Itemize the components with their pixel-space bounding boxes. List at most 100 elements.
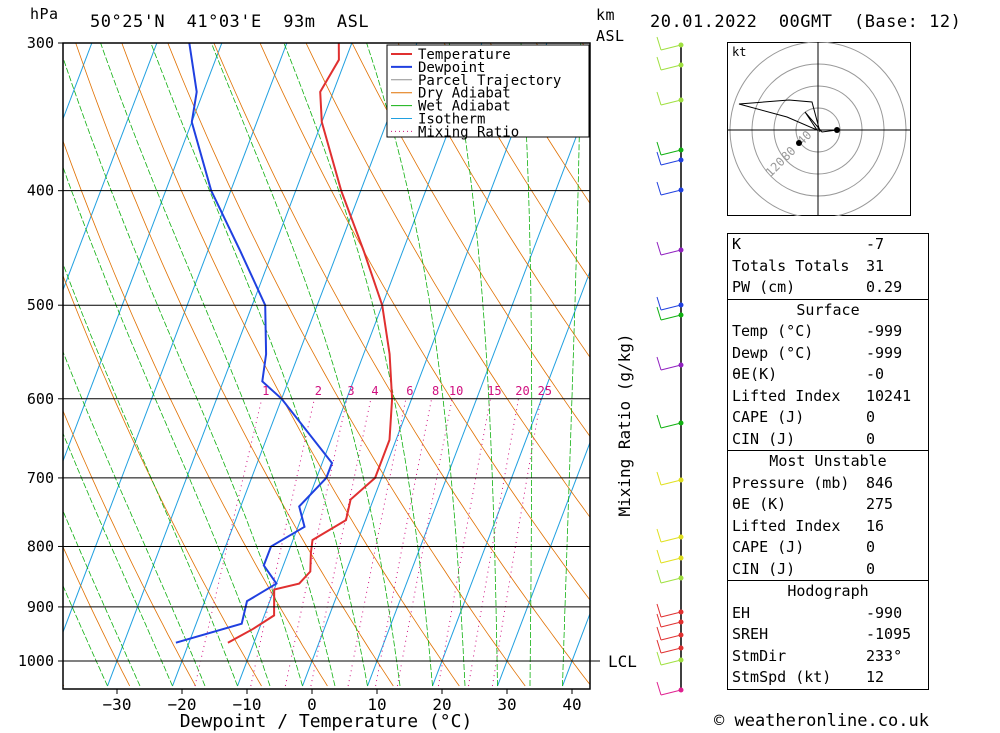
wind-barb [660,99,682,106]
wind-barb-flag [656,626,662,641]
plot-frame [62,42,591,690]
isotherm-line [107,43,353,687]
surface-row: CIN (J) 0 [728,429,928,451]
temperature-tick-label: 30 [497,695,516,714]
mixing-ratio-axis-label: Mixing Ratio (g/kg) [615,333,634,516]
mixing-ratio-label: 6 [406,384,413,398]
temperature-profile [227,43,394,644]
surface-label: CIN (J) [732,429,796,448]
wind-barb [660,189,682,196]
temperature-tick-label: −30 [103,695,132,714]
wind-barb-flag [656,681,662,696]
wet-adiabat-line [100,43,336,687]
dry-adiabat-line [351,43,590,438]
most-unstable-label: CIN (J) [732,559,796,578]
hodograph-storm-motion [796,140,802,146]
pressure-tick-label: 1000 [18,652,54,670]
wind-barb-flag [656,651,662,666]
hodograph-label: SREH [732,625,769,643]
index-table: K -7 Totals Totals 31 PW (cm) 0.29 Surface Te… [727,233,929,690]
x-axis-label: Dewpoint / Temperature (°C) [180,711,473,732]
surface-row: Lifted Index 10241 [728,386,928,408]
most-unstable-value: 846 [866,473,894,492]
surface-label: CAPE (J) [732,408,805,426]
wind-barb-flag [656,306,662,321]
most-unstable-label: Pressure (mb) [732,473,850,492]
surface-value: 10241 [866,386,912,405]
index-label: K [732,235,742,253]
wind-barb [660,647,682,654]
wind-barb-flag [656,141,662,156]
wet-adiabat-line [283,43,433,687]
surface-row: Temp (°C) -999 [728,321,928,343]
mixing-ratio-label: 8 [432,384,439,398]
wind-barb-flag [656,36,662,51]
pressure-tick-label: 700 [27,469,54,487]
most-unstable-value: 0 [866,538,876,556]
dry-adiabat-line [443,43,590,281]
wet-adiabat-line [63,166,271,687]
hodograph-value: -1095 [866,625,912,643]
wind-barb [660,44,682,51]
dry-adiabat-line [63,545,131,687]
index-row: PW (cm) 0.29 [728,277,928,299]
isotherm-line [63,43,158,292]
hodograph-label: EH [732,603,751,622]
datetime-title: 20.01.2022 00GMT (Base: 12) [650,12,962,32]
wind-barb [660,159,682,166]
wind-barb-flag [656,296,662,311]
index-value: -7 [866,235,885,253]
most-unstable-label: CAPE (J) [732,538,805,556]
surface-value: -0 [866,365,885,383]
legend-label: Temperature [418,47,511,63]
most-unstable-value: 16 [866,516,885,535]
legend-label: Parcel Trajectory [418,73,561,89]
most-unstable-row: CIN (J) 0 [728,559,928,581]
wet-adiabat-line [211,43,401,687]
wind-barb-flag [656,56,662,71]
legend-label: Dry Adiabat [418,86,511,102]
hodograph-label: StmSpd (kt) [732,668,832,686]
wind-barb-flag [656,603,662,618]
mixing-ratio-line [491,398,542,687]
wind-barb [660,364,682,371]
wet-adiabat-line [63,584,108,687]
surface-row: CAPE (J) 0 [728,407,928,429]
most-unstable-label: θE (K) [732,495,787,513]
dry-adiabat-line [982,26,1000,686]
surface-row: θE(K) -0 [728,364,928,386]
dry-adiabat-line [305,43,590,518]
dry-adiabat-line [397,43,590,358]
surface-label: θE(K) [732,365,778,383]
surface-label: Lifted Index [732,386,841,405]
wind-barb [660,659,682,666]
mixing-ratio-label: 10 [449,384,463,398]
surface-row: Dewp (°C) -999 [728,343,928,365]
surface-value: 0 [866,408,876,426]
wind-barb [660,479,682,486]
mixing-ratio-label: 4 [371,384,378,398]
hodograph-unit: kt [732,45,746,59]
index-row: K -7 [728,234,928,256]
pressure-tick-label: 400 [27,182,54,200]
wind-barb [660,314,682,321]
wet-adiabat-line [63,510,141,687]
index-value: 0.29 [866,278,903,296]
hodograph-row: EH -990 [728,603,928,625]
legend-label: Isotherm [418,112,485,128]
credit-text: © weatheronline.co.uk [714,711,929,731]
legend-label: Mixing Ratio [418,124,519,140]
index-row: Totals Totals 31 [728,256,928,278]
wet-adiabat-line [562,43,582,687]
wind-barb-flag [656,471,662,486]
wet-adiabat-line [63,262,238,687]
pressure-tick-label: 500 [27,296,54,314]
wet-adiabat-line [63,432,173,687]
wet-adiabat-line [520,43,533,686]
dry-adiabat-line [75,43,394,687]
most-unstable-row: θE (K) 275 [728,494,928,516]
isotherm-line [172,43,418,687]
surface-label: Temp (°C) [732,322,814,340]
